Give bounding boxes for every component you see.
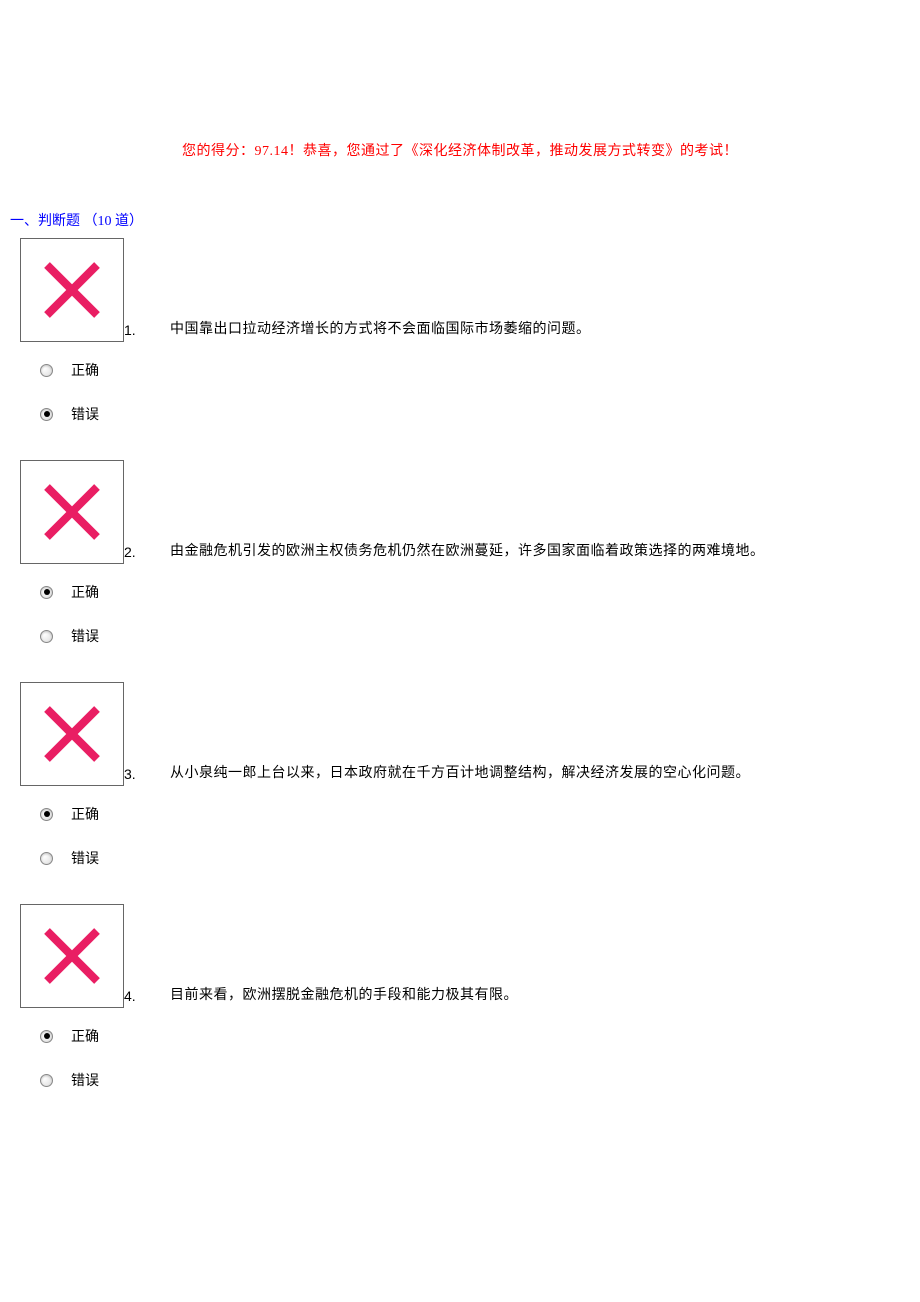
- radio-icon[interactable]: [40, 586, 53, 599]
- option-label-correct: 正确: [71, 582, 99, 602]
- question-block: 4. 目前来看，欧洲摆脱金融危机的手段和能力极其有限。正确错误: [0, 904, 920, 1126]
- question-number: 1.: [124, 322, 152, 342]
- option-incorrect[interactable]: 错误: [40, 626, 920, 646]
- x-mark-box: [20, 460, 124, 564]
- section-header: 一、判断题 （10 道）: [0, 210, 920, 238]
- option-correct[interactable]: 正确: [40, 360, 920, 380]
- radio-icon[interactable]: [40, 852, 53, 865]
- question-text: 目前来看，欧洲摆脱金融危机的手段和能力极其有限。: [170, 984, 518, 1008]
- x-icon: [41, 481, 103, 543]
- score-banner: 您的得分：97.14！恭喜，您通过了《深化经济体制改革，推动发展方式转变》的考试…: [0, 0, 920, 210]
- question-row: 4. 目前来看，欧洲摆脱金融危机的手段和能力极其有限。: [0, 904, 920, 1008]
- radio-icon[interactable]: [40, 630, 53, 643]
- option-incorrect[interactable]: 错误: [40, 404, 920, 424]
- question-row: 1. 中国靠出口拉动经济增长的方式将不会面临国际市场萎缩的问题。: [0, 238, 920, 342]
- question-row: 3. 从小泉纯一郎上台以来，日本政府就在千方百计地调整结构，解决经济发展的空心化问…: [0, 682, 920, 786]
- option-correct[interactable]: 正确: [40, 1026, 920, 1046]
- option-incorrect[interactable]: 错误: [40, 848, 920, 868]
- radio-icon[interactable]: [40, 1030, 53, 1043]
- question-number: 2.: [124, 544, 152, 564]
- x-mark-box: [20, 904, 124, 1008]
- options-group: 正确错误: [0, 342, 920, 460]
- question-text: 由金融危机引发的欧洲主权债务危机仍然在欧洲蔓延，许多国家面临着政策选择的两难境地…: [170, 540, 765, 564]
- option-label-correct: 正确: [71, 804, 99, 824]
- question-text: 中国靠出口拉动经济增长的方式将不会面临国际市场萎缩的问题。: [170, 318, 591, 342]
- x-icon: [41, 259, 103, 321]
- option-label-incorrect: 错误: [71, 626, 99, 646]
- options-group: 正确错误: [0, 786, 920, 904]
- question-number: 4.: [124, 988, 152, 1008]
- radio-icon[interactable]: [40, 1074, 53, 1087]
- option-label-correct: 正确: [71, 1026, 99, 1046]
- question-row: 2. 由金融危机引发的欧洲主权债务危机仍然在欧洲蔓延，许多国家面临着政策选择的两难…: [0, 460, 920, 564]
- option-label-correct: 正确: [71, 360, 99, 380]
- option-incorrect[interactable]: 错误: [40, 1070, 920, 1090]
- x-icon: [41, 925, 103, 987]
- option-label-incorrect: 错误: [71, 848, 99, 868]
- question-block: 3. 从小泉纯一郎上台以来，日本政府就在千方百计地调整结构，解决经济发展的空心化问…: [0, 682, 920, 904]
- option-label-incorrect: 错误: [71, 404, 99, 424]
- x-mark-box: [20, 238, 124, 342]
- question-text: 从小泉纯一郎上台以来，日本政府就在千方百计地调整结构，解决经济发展的空心化问题。: [170, 762, 750, 786]
- question-block: 1. 中国靠出口拉动经济增长的方式将不会面临国际市场萎缩的问题。正确错误: [0, 238, 920, 460]
- x-icon: [41, 703, 103, 765]
- question-number: 3.: [124, 766, 152, 786]
- radio-icon[interactable]: [40, 364, 53, 377]
- options-group: 正确错误: [0, 564, 920, 682]
- radio-icon[interactable]: [40, 408, 53, 421]
- question-block: 2. 由金融危机引发的欧洲主权债务危机仍然在欧洲蔓延，许多国家面临着政策选择的两难…: [0, 460, 920, 682]
- options-group: 正确错误: [0, 1008, 920, 1126]
- radio-icon[interactable]: [40, 808, 53, 821]
- questions-container: 1.中国靠出口拉动经济增长的方式将不会面临国际市场萎缩的问题。正确错误2.由金融…: [0, 238, 920, 1126]
- option-correct[interactable]: 正确: [40, 582, 920, 602]
- option-correct[interactable]: 正确: [40, 804, 920, 824]
- x-mark-box: [20, 682, 124, 786]
- option-label-incorrect: 错误: [71, 1070, 99, 1090]
